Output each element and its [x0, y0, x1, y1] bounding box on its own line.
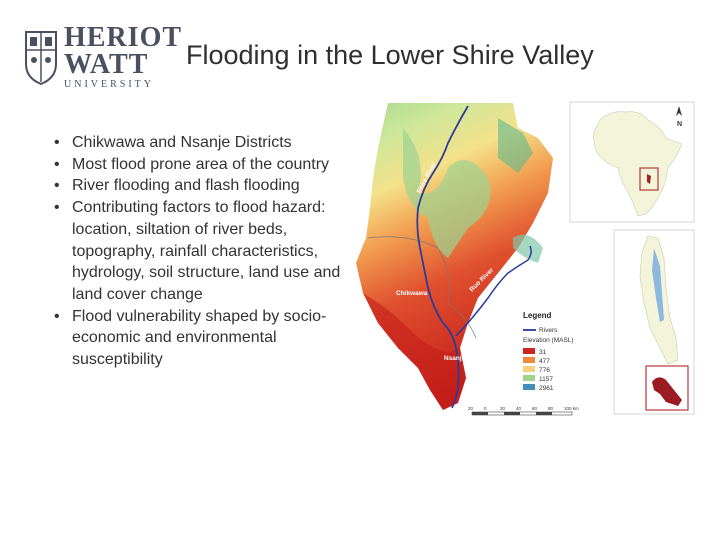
map-legend: Legend Rivers Elevation (MASL) 31 477 776 1… — [523, 311, 574, 392]
bullet-item: Chikwawa and Nsanje Districts — [52, 132, 352, 154]
bullet-item: Contributing factors to flood hazard: lo… — [52, 197, 352, 306]
scale-label: 20 — [468, 406, 474, 411]
scale-label: 40 — [516, 406, 522, 411]
legend-swatch — [523, 357, 535, 363]
shire-river-line — [416, 105, 469, 409]
elevation-map-figure: Shire River Ruo River Chikwawa Nsanje N … — [348, 98, 700, 420]
legend-title: Legend — [523, 311, 552, 320]
north-arrow-icon — [676, 106, 682, 116]
bullet-item: River flooding and flash flooding — [52, 175, 352, 197]
north-arrow-label: N — [677, 121, 682, 128]
legend-class-label: 477 — [539, 358, 550, 365]
legend-class-label: 776 — [539, 367, 550, 374]
legend-swatch — [523, 384, 535, 390]
legend-class-label: 31 — [539, 349, 547, 356]
scale-label: 20 — [500, 406, 506, 411]
legend-rivers: Rivers — [539, 327, 558, 334]
logo-line-2: WATT — [64, 49, 149, 80]
bullet-item: Flood vulnerability shaped by socio-econ… — [52, 306, 352, 371]
malawi-inset — [613, 229, 695, 415]
nsanje-label: Nsanje — [444, 355, 466, 362]
scale-label: 100 km — [564, 406, 579, 411]
scale-label: 0 — [484, 406, 487, 411]
logo-line-1: HERIOT — [64, 22, 183, 53]
legend-swatch — [523, 348, 535, 354]
africa-inset: N — [569, 101, 695, 223]
ruo-river-line — [455, 245, 532, 337]
scale-label: 60 — [532, 406, 538, 411]
scale-bar: 20 0 20 40 60 80 100 km — [468, 406, 579, 416]
slide-title: Flooding in the Lower Shire Valley — [186, 40, 594, 70]
legend-class-label: 1157 — [539, 376, 553, 383]
legend-elevation-title: Elevation (MASL) — [523, 337, 574, 344]
bullet-list: Chikwawa and Nsanje Districts Most flood… — [52, 132, 352, 371]
logo-line-3: UNIVERSITY — [64, 79, 154, 90]
scale-label: 80 — [548, 406, 554, 411]
university-logo: HERIOT WATT UNIVERSITY — [24, 22, 181, 92]
chikwawa-label: Chikwawa — [396, 290, 428, 297]
crest-icon — [25, 31, 57, 86]
legend-class-label: 2961 — [539, 385, 554, 392]
elevation-map: Shire River Ruo River Chikwawa Nsanje N … — [356, 101, 695, 416]
legend-swatch — [523, 375, 535, 381]
bullet-item: Most flood prone area of the country — [52, 154, 352, 176]
legend-swatch — [523, 366, 535, 372]
